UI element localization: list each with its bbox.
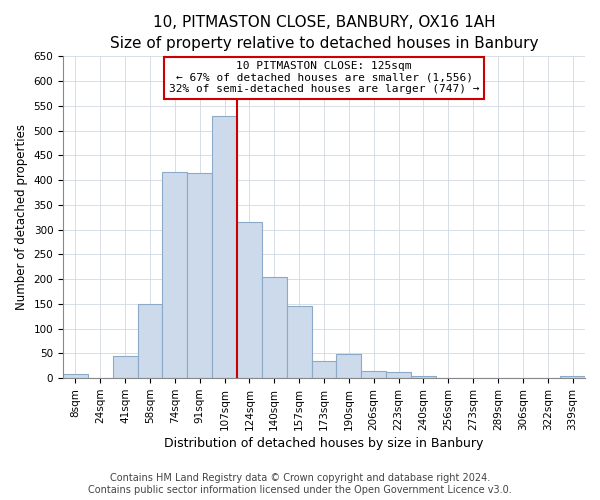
Text: Contains HM Land Registry data © Crown copyright and database right 2024.
Contai: Contains HM Land Registry data © Crown c… xyxy=(88,474,512,495)
Title: 10, PITMASTON CLOSE, BANBURY, OX16 1AH
Size of property relative to detached hou: 10, PITMASTON CLOSE, BANBURY, OX16 1AH S… xyxy=(110,15,538,51)
Bar xyxy=(337,354,361,378)
Bar xyxy=(163,172,187,378)
Bar xyxy=(63,374,88,378)
Bar xyxy=(560,376,585,378)
Bar xyxy=(113,356,137,378)
Bar xyxy=(361,371,386,378)
Text: 10 PITMASTON CLOSE: 125sqm
← 67% of detached houses are smaller (1,556)
32% of s: 10 PITMASTON CLOSE: 125sqm ← 67% of deta… xyxy=(169,61,479,94)
Bar xyxy=(287,306,311,378)
Bar xyxy=(311,361,337,378)
Bar xyxy=(386,372,411,378)
Bar xyxy=(187,172,212,378)
Bar xyxy=(212,116,237,378)
Bar xyxy=(137,304,163,378)
Y-axis label: Number of detached properties: Number of detached properties xyxy=(15,124,28,310)
Bar xyxy=(262,276,287,378)
X-axis label: Distribution of detached houses by size in Banbury: Distribution of detached houses by size … xyxy=(164,437,484,450)
Bar xyxy=(237,222,262,378)
Bar xyxy=(411,376,436,378)
